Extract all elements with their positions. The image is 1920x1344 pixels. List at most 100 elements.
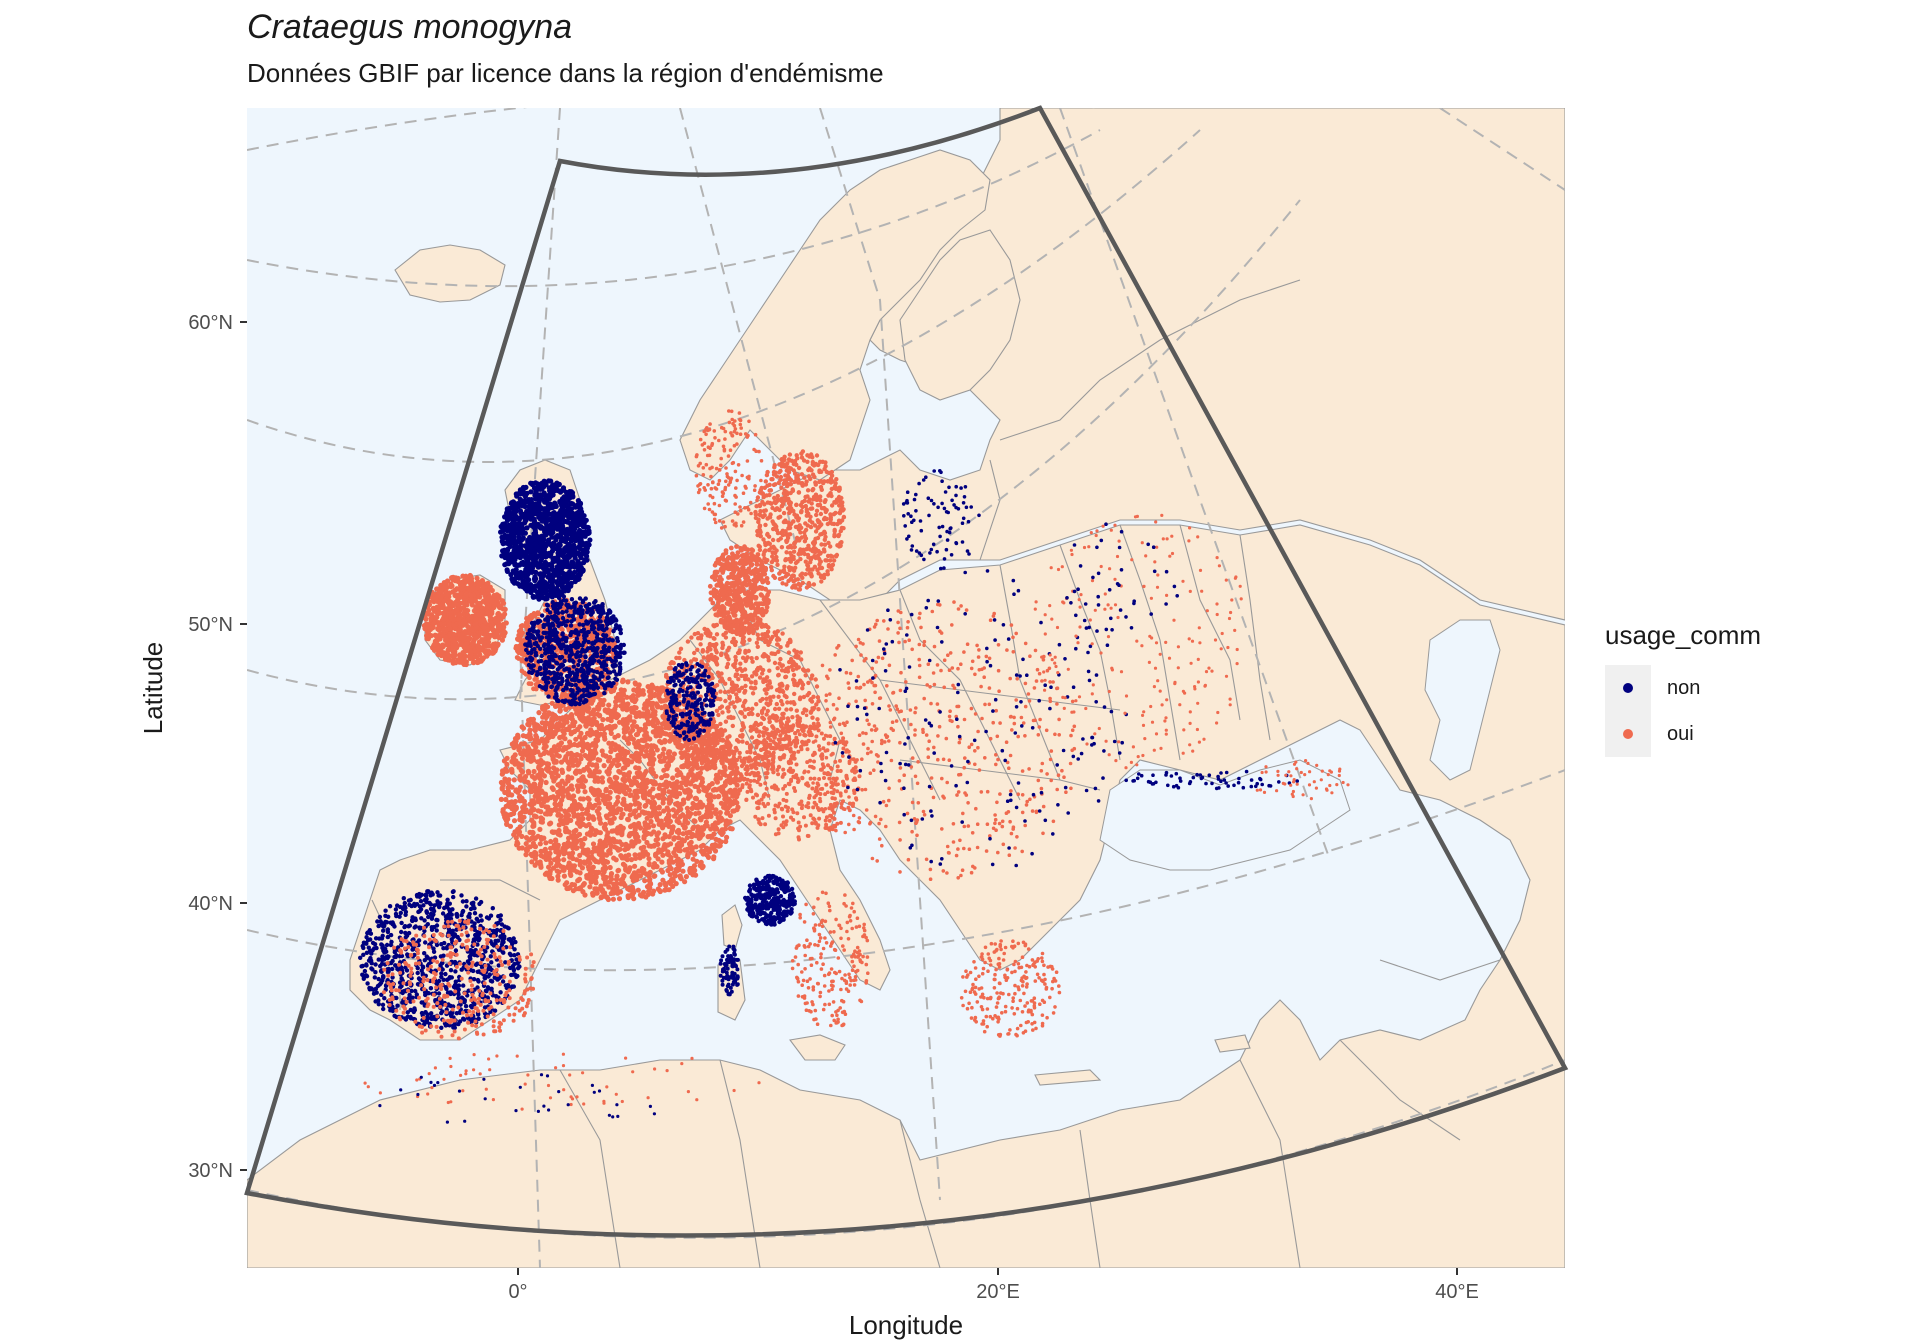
occurrence-point	[752, 778, 757, 783]
occurrence-point	[578, 730, 584, 737]
occurrence-point	[765, 767, 770, 771]
occurrence-point	[714, 650, 719, 655]
occurrence-point	[846, 749, 851, 754]
occurrence-point	[763, 540, 768, 546]
occurrence-point	[760, 816, 765, 821]
occurrence-point	[756, 756, 761, 761]
occurrence-point	[760, 715, 765, 720]
occurrence-point	[767, 482, 772, 487]
occurrence-point	[552, 703, 559, 710]
occurrence-point	[621, 799, 627, 805]
occurrence-point	[684, 835, 690, 841]
occurrence-point	[749, 656, 754, 661]
occurrence-point	[735, 618, 741, 624]
occurrence-point	[723, 698, 728, 704]
occurrence-point	[580, 704, 587, 710]
occurrence-point	[719, 704, 725, 709]
occurrence-point	[595, 757, 601, 763]
occurrence-point	[764, 576, 770, 581]
occurrence-point	[727, 628, 733, 633]
occurrence-point	[774, 474, 780, 479]
occurrence-point	[819, 506, 825, 511]
occurrence-point	[507, 823, 514, 829]
occurrence-point	[807, 582, 812, 588]
occurrence-point	[598, 895, 604, 901]
occurrence-point	[784, 819, 789, 824]
occurrence-point	[509, 758, 515, 765]
occurrence-point	[632, 680, 638, 686]
occurrence-point	[796, 728, 800, 733]
occurrence-point	[539, 801, 545, 807]
occurrence-point	[531, 720, 537, 727]
occurrence-point	[764, 727, 769, 732]
occurrence-point	[779, 498, 784, 504]
occurrence-point	[766, 625, 771, 630]
occurrence-point	[556, 852, 562, 858]
occurrence-point	[650, 756, 656, 762]
occurrence-point	[571, 882, 578, 888]
occurrence-point	[517, 810, 524, 817]
land-cyprus	[1214, 1034, 1251, 1053]
occurrence-point	[755, 806, 760, 811]
occurrence-point	[657, 819, 663, 825]
occurrence-point	[784, 582, 789, 587]
occurrence-point	[837, 520, 843, 525]
occurrence-point	[560, 785, 566, 791]
occurrence-point	[527, 829, 533, 836]
occurrence-point	[712, 657, 717, 663]
occurrence-point	[753, 555, 759, 561]
occurrence-point	[654, 687, 660, 693]
occurrence-point	[750, 691, 756, 696]
occurrence-point	[805, 668, 811, 673]
occurrence-point	[815, 496, 820, 501]
occurrence-point	[748, 728, 753, 733]
occurrence-point	[819, 565, 825, 571]
occurrence-point	[765, 516, 770, 521]
graticule-line	[1059, 108, 1331, 861]
occurrence-point	[614, 762, 621, 769]
occurrence-point	[838, 769, 843, 773]
occurrence-point	[505, 816, 511, 822]
occurrence-point	[823, 558, 828, 563]
occurrence-point	[727, 599, 733, 605]
occurrence-point	[754, 729, 759, 734]
occurrence-point	[625, 701, 631, 707]
occurrence-point	[726, 742, 731, 748]
occurrence-point	[700, 735, 706, 740]
occurrence-point	[547, 811, 553, 817]
occurrence-point	[581, 881, 587, 887]
occurrence-point	[769, 746, 774, 751]
occurrence-point	[777, 470, 782, 475]
occurrence-point	[700, 842, 706, 848]
occurrence-point	[632, 808, 638, 814]
occurrence-point	[733, 561, 739, 566]
occurrence-point	[656, 725, 662, 731]
occurrence-point	[726, 689, 731, 694]
occurrence-point	[710, 736, 716, 741]
occurrence-point	[794, 735, 799, 740]
occurrence-point	[613, 695, 620, 701]
occurrence-point	[610, 811, 616, 817]
occurrence-point	[626, 867, 632, 873]
occurrence-point	[765, 708, 770, 714]
occurrence-point	[645, 684, 651, 690]
occurrence-point	[720, 640, 725, 645]
occurrence-point	[771, 750, 776, 755]
occurrence-point	[661, 796, 667, 802]
occurrence-point	[670, 807, 677, 813]
occurrence-point	[779, 663, 784, 669]
occurrence-point	[702, 626, 707, 632]
occurrence-point	[614, 715, 620, 721]
occurrence-point	[666, 887, 672, 893]
occurrence-point	[739, 602, 745, 608]
occurrence-point	[701, 655, 706, 660]
occurrence-point	[517, 776, 523, 782]
occurrence-point	[721, 612, 727, 617]
occurrence-point	[514, 842, 520, 848]
occurrence-point	[714, 622, 720, 628]
occurrence-point	[828, 515, 833, 520]
occurrence-point	[799, 747, 804, 752]
occurrence-point	[752, 740, 757, 745]
occurrence-point	[785, 465, 790, 470]
occurrence-point	[822, 736, 826, 741]
